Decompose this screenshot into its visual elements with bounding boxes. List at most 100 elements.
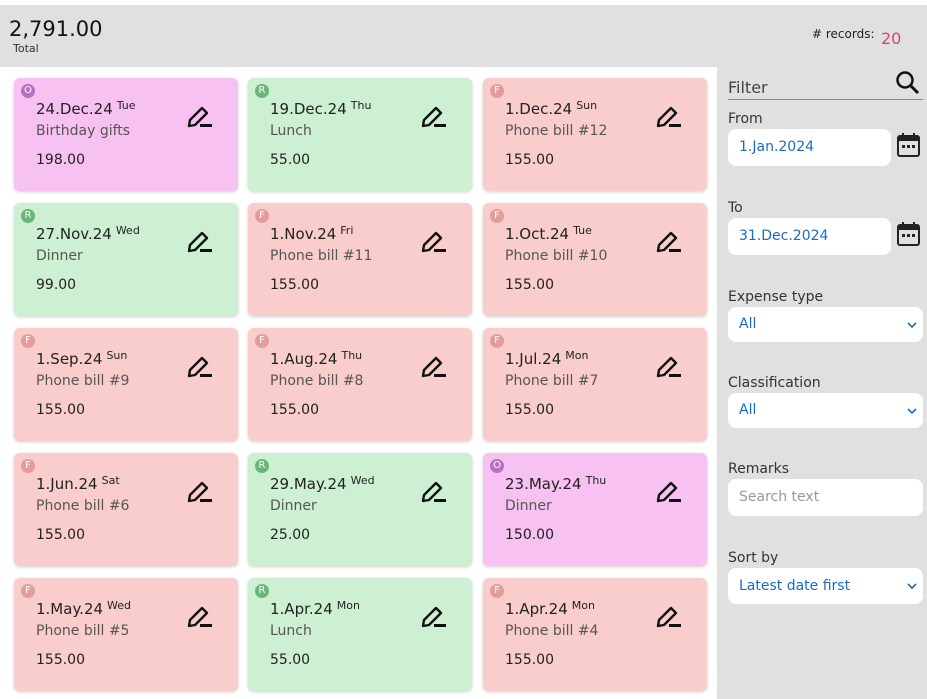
expense-card[interactable]: F 1.Apr.24 Mon Phone bill #4 155.00 [483, 578, 707, 691]
expense-card[interactable]: F 1.May.24 Wed Phone bill #5 155.00 [14, 578, 238, 691]
weekday: Thu [341, 349, 363, 362]
expense-card[interactable]: F 1.Jun.24 Sat Phone bill #6 155.00 [14, 453, 238, 566]
card-amount: 155.00 [270, 277, 319, 293]
date-text: 1.Aug.24 [270, 350, 338, 368]
weekday: Fri [340, 224, 354, 237]
card-amount: 155.00 [36, 402, 85, 418]
edit-icon[interactable] [420, 104, 448, 130]
badge: F [255, 334, 269, 348]
edit-icon[interactable] [186, 229, 214, 255]
edit-icon[interactable] [186, 479, 214, 505]
card-date: 23.May.24 Thu [505, 474, 606, 493]
weekday: Thu [350, 99, 372, 112]
from-input[interactable]: 1.Jan.2024 [728, 129, 891, 166]
weekday: Tue [116, 99, 136, 112]
card-date: 1.Apr.24 Mon [505, 599, 595, 618]
from-label: From [728, 111, 763, 127]
weekday: Mon [565, 349, 589, 362]
edit-icon[interactable] [420, 479, 448, 505]
select-value: All [739, 402, 757, 418]
card-title: Phone bill #10 [505, 248, 608, 264]
expense-card[interactable]: R 27.Nov.24 Wed Dinner 99.00 [14, 203, 238, 316]
remarks-input[interactable]: Search text [728, 479, 923, 516]
expense-card[interactable]: F 1.Dec.24 Sun Phone bill #12 155.00 [483, 78, 707, 191]
chevron [907, 407, 917, 414]
weekday: Wed [115, 224, 140, 237]
date-text: 1.Apr.24 [505, 600, 568, 618]
badge: F [490, 584, 504, 598]
classification-select[interactable]: All [728, 393, 923, 428]
select-value: Latest date first [739, 578, 851, 594]
card-title: Phone bill #6 [36, 498, 130, 514]
expense-card[interactable]: R 29.May.24 Wed Dinner 25.00 [248, 453, 472, 566]
date-text: 1.Nov.24 [270, 225, 337, 243]
filter-panel: Filter From 1.Jan.2024 To 31.Dec.2024 Ex… [717, 67, 927, 699]
badge: F [21, 334, 35, 348]
expense-card[interactable]: R 19.Dec.24 Thu Lunch 55.00 [248, 78, 472, 191]
edit-icon[interactable] [186, 104, 214, 130]
expense-card[interactable]: F 1.Aug.24 Thu Phone bill #8 155.00 [248, 328, 472, 441]
search-icon[interactable] [895, 70, 921, 96]
expense-card[interactable]: O 23.May.24 Thu Dinner 150.00 [483, 453, 707, 566]
chevron [907, 583, 917, 590]
card-date: 1.Oct.24 Tue [505, 224, 592, 243]
weekday: Wed [107, 599, 132, 612]
expense-card[interactable]: O 24.Dec.24 Tue Birthday gifts 198.00 [14, 78, 238, 191]
edit-icon[interactable] [420, 604, 448, 630]
badge: F [490, 84, 504, 98]
card-title: Phone bill #4 [505, 623, 599, 639]
records-label: # records: [812, 27, 875, 41]
edit-icon[interactable] [420, 229, 448, 255]
weekday: Sun [576, 99, 598, 112]
sort-select[interactable]: Latest date first [728, 568, 923, 604]
badge: F [255, 209, 269, 223]
card-date: 1.Aug.24 Thu [270, 349, 362, 368]
expense-card[interactable]: F 1.Oct.24 Tue Phone bill #10 155.00 [483, 203, 707, 316]
total-label: Total [13, 42, 39, 55]
badge: F [21, 584, 35, 598]
card-amount: 25.00 [270, 527, 311, 543]
card-title: Birthday gifts [36, 123, 131, 139]
badge: F [490, 334, 504, 348]
card-amount: 155.00 [505, 277, 554, 293]
chevron [907, 321, 917, 328]
card-date: 19.Dec.24 Thu [270, 99, 371, 118]
date-text: 23.May.24 [505, 475, 582, 493]
weekday: Mon [336, 599, 360, 612]
expense-type-select[interactable]: All [728, 307, 923, 342]
edit-icon[interactable] [655, 104, 683, 130]
badge: F [21, 459, 35, 473]
card-amount: 155.00 [36, 527, 85, 543]
date-text: 1.May.24 [36, 600, 104, 618]
badge: R [255, 459, 269, 473]
header: 2,791.00 Total # records: 20 [0, 5, 927, 67]
edit-icon[interactable] [655, 604, 683, 630]
card-amount: 150.00 [505, 527, 554, 543]
card-date: 1.Jul.24 Mon [505, 349, 588, 368]
card-amount: 155.00 [505, 402, 554, 418]
expense-card[interactable]: R 1.Apr.24 Mon Lunch 55.00 [248, 578, 472, 691]
card-amount: 155.00 [36, 652, 85, 668]
card-amount: 99.00 [36, 277, 77, 293]
edit-icon[interactable] [655, 479, 683, 505]
divider [728, 99, 923, 100]
edit-icon[interactable] [186, 354, 214, 380]
sort-label: Sort by [728, 550, 779, 566]
weekday: Tue [573, 224, 592, 237]
card-title: Dinner [36, 248, 83, 264]
expense-card[interactable]: F 1.Jul.24 Mon Phone bill #7 155.00 [483, 328, 707, 441]
date-text: 1.Jul.24 [505, 350, 562, 368]
records-count: 20 [881, 29, 902, 48]
edit-icon[interactable] [420, 354, 448, 380]
edit-icon[interactable] [655, 354, 683, 380]
date-text: 1.Jun.24 [36, 475, 98, 493]
expense-type-label: Expense type [728, 289, 824, 305]
expense-card[interactable]: F 1.Sep.24 Sun Phone bill #9 155.00 [14, 328, 238, 441]
expense-card[interactable]: F 1.Nov.24 Fri Phone bill #11 155.00 [248, 203, 472, 316]
edit-icon[interactable] [186, 604, 214, 630]
card-amount: 55.00 [270, 152, 311, 168]
to-input[interactable]: 31.Dec.2024 [728, 218, 891, 255]
calendar-icon[interactable] [896, 132, 921, 158]
calendar-icon[interactable] [896, 221, 921, 247]
edit-icon[interactable] [655, 229, 683, 255]
